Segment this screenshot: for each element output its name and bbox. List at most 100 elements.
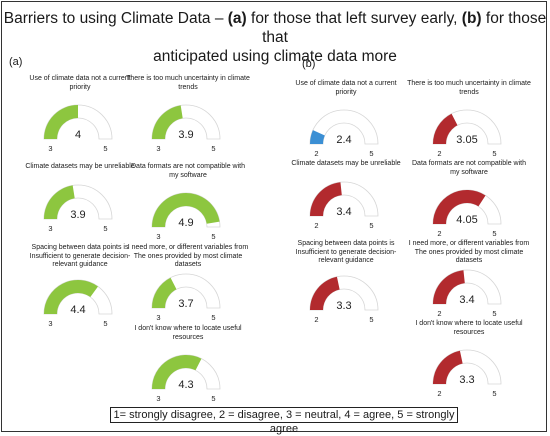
title-b: (b) [461, 10, 482, 27]
gauge-b-0-fill [310, 130, 325, 144]
title-line2: anticipated using climate data more [153, 48, 397, 65]
gauge-a-4-max-tick: 5 [103, 319, 107, 328]
gauge-b-5-label: I need more, or different variables from… [408, 240, 530, 264]
gauge-b-0-label: Use of climate data not a current priori… [295, 80, 397, 96]
gauge-a-6-dial: 4.3 3 5 [151, 354, 221, 403]
gauge-a-3-fill [152, 193, 220, 227]
title-a: (a) [227, 10, 247, 27]
gauge-b-0-value: 2.4 [336, 134, 351, 146]
panel-a-label: (a) [9, 56, 23, 68]
gauge-a-6-min-tick: 3 [156, 394, 160, 403]
gauge-a-4-value: 4.4 [70, 304, 85, 316]
gauge-b-1-min-tick: 2 [437, 149, 441, 158]
gauge-a-6-max-tick: 5 [211, 394, 215, 403]
gauge-a-6-fill [152, 355, 202, 389]
gauge-a-3-value: 4.9 [178, 217, 193, 229]
gauge-b-0: Use of climate data not a current priori… [284, 80, 408, 180]
gauge-b-4-label: Spacing between data points is Insuffici… [295, 240, 397, 264]
gauge-a-0-label: Use of climate data not a current priori… [29, 75, 131, 91]
gauge-b-5-max-tick: 5 [492, 309, 496, 318]
gauge-b-5-value: 3.4 [459, 294, 474, 306]
gauge-b-1-label: There is too much uncertainty in climate… [407, 80, 531, 96]
gauge-a-0-fill [44, 105, 78, 139]
gauge-a-6-label: I don't know where to locate useful reso… [134, 325, 242, 341]
gauge-b-2-value: 3.4 [336, 206, 351, 218]
gauge-a-1-min-tick: 3 [156, 144, 160, 153]
gauge-b-2: Climate datasets may be unreliable 3.4 2 5 [284, 160, 408, 260]
gauge-a-3-dial: 4.9 3 5 [151, 192, 221, 241]
gauge-a-0-value: 4 [75, 129, 81, 141]
gauge-a-2-max-tick: 5 [103, 224, 107, 233]
gauge-b-2-dial: 3.4 2 5 [309, 181, 379, 230]
gauge-a-1-dial: 3.9 3 5 [151, 104, 221, 153]
gauge-a-5-label: I need more, or different variables from… [127, 244, 249, 268]
gauge-a-0-dial: 4 3 5 [43, 104, 113, 153]
gauge-a-2-value: 3.9 [70, 209, 85, 221]
gauge-b-3-fill [433, 190, 486, 224]
gauge-a-5-fill [152, 277, 177, 308]
gauge-a-3-max-tick: 5 [211, 232, 215, 241]
gauge-b-6-fill [433, 350, 463, 384]
gauge-a-3: Data formats are not compatible with my … [126, 163, 250, 263]
gauge-a-1-fill [152, 105, 183, 139]
gauge-a-5: I need more, or different variables from… [126, 244, 250, 344]
gauge-b-5-dial: 3.4 2 5 [432, 269, 502, 318]
gauge-a-6-value: 4.3 [178, 379, 193, 391]
gauge-a-1-label: There is too much uncertainty in climate… [126, 75, 250, 91]
gauge-b-5-fill [433, 270, 465, 304]
gauge-a-6: I don't know where to locate useful reso… [126, 325, 250, 425]
gauge-a-3-label: Data formats are not compatible with my … [131, 163, 245, 179]
panel-b-label: (b) [302, 58, 316, 70]
gauge-b-2-fill [310, 182, 342, 216]
gauge-a-5-max-tick: 5 [211, 313, 215, 322]
gauge-b-5-min-tick: 2 [437, 309, 441, 318]
gauge-b-6-value: 3.3 [459, 374, 474, 386]
gauge-a-2-dial: 3.9 3 5 [43, 184, 113, 233]
gauge-b-3-max-tick: 5 [492, 229, 496, 238]
gauge-a-1-value: 3.9 [178, 129, 193, 141]
title-prefix: Barriers to using Climate Data – [3, 10, 228, 27]
gauge-a-1: There is too much uncertainty in climate… [126, 75, 250, 175]
gauge-b-4-min-tick: 2 [314, 315, 318, 324]
gauge-b-0-min-tick: 2 [314, 149, 318, 158]
gauge-a-0-max-tick: 5 [103, 144, 107, 153]
gauge-b-3-value: 4.05 [456, 214, 477, 226]
gauge-a-2-min-tick: 3 [48, 224, 52, 233]
title-mid: for those that left survey early, [246, 10, 462, 27]
gauge-a-2-fill [44, 185, 75, 219]
gauge-b-6-label: I don't know where to locate useful reso… [415, 320, 523, 336]
gauge-a-2: Climate datasets may be unreliable 3.9 3 5 [18, 163, 142, 263]
gauge-a-4-min-tick: 3 [48, 319, 52, 328]
title-suffix: for those that [262, 10, 547, 46]
gauge-a-0: Use of climate data not a current priori… [18, 75, 142, 175]
gauge-b-1-dial: 3.05 2 5 [432, 109, 502, 158]
gauge-a-3-min-tick: 3 [156, 232, 160, 241]
figure-title: Barriers to using Climate Data – (a) for… [0, 9, 550, 66]
gauge-b-3-min-tick: 2 [437, 229, 441, 238]
gauge-b-6-min-tick: 2 [437, 389, 441, 398]
gauge-b-1-fill [433, 113, 458, 144]
gauge-b-1-max-tick: 5 [492, 149, 496, 158]
gauge-a-2-label: Climate datasets may be unreliable [25, 163, 135, 170]
gauge-b-0-dial: 2.4 2 5 [309, 109, 379, 158]
gauge-b-1: There is too much uncertainty in climate… [407, 80, 531, 180]
gauge-a-4: Spacing between data points is Insuffici… [18, 244, 142, 344]
gauge-a-4-label: Spacing between data points is Insuffici… [29, 244, 131, 268]
gauge-a-4-dial: 4.4 3 5 [43, 279, 113, 328]
gauge-a-0-min-tick: 3 [48, 144, 52, 153]
gauge-b-2-min-tick: 2 [314, 221, 318, 230]
gauge-b-5: I need more, or different variables from… [407, 240, 531, 340]
gauge-a-4-fill [44, 280, 98, 314]
scale-legend: 1= strongly disagree, 2 = disagree, 3 = … [110, 407, 458, 435]
gauge-b-4-value: 3.3 [336, 300, 351, 312]
gauge-a-5-dial: 3.7 3 5 [151, 273, 221, 322]
gauge-b-1-value: 3.05 [456, 134, 477, 146]
gauge-a-5-min-tick: 3 [156, 313, 160, 322]
gauge-b-6-max-tick: 5 [492, 389, 496, 398]
gauge-a-5-value: 3.7 [178, 298, 193, 310]
gauge-a-1-max-tick: 5 [211, 144, 215, 153]
gauge-b-4: Spacing between data points is Insuffici… [284, 240, 408, 340]
gauge-b-2-max-tick: 5 [369, 221, 373, 230]
gauge-b-2-label: Climate datasets may be unreliable [291, 160, 401, 167]
